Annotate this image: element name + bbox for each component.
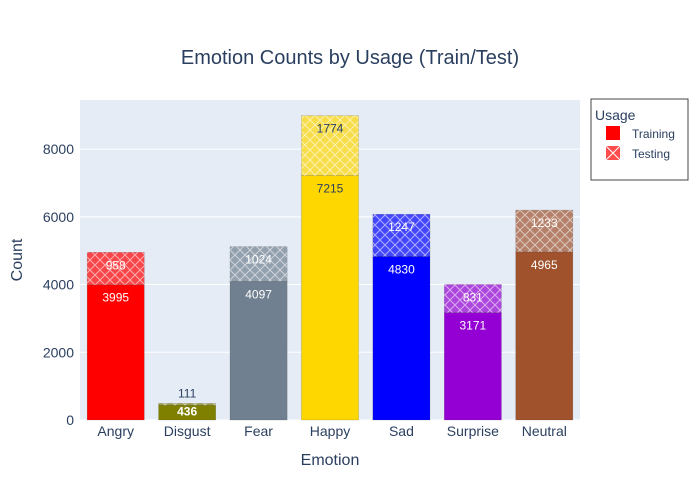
bar-testing-hatch — [158, 403, 216, 406]
x-axis-title: Emotion — [301, 452, 360, 469]
x-tick-labels: Angry Disgust Fear Happy Sad Surprise Neutral — [97, 423, 566, 439]
y-axis-title: Count — [9, 238, 26, 281]
bar-label-training: 3171 — [460, 319, 487, 333]
bar-label-training: 3995 — [102, 291, 129, 305]
bar-training — [86, 284, 145, 421]
y-tick-label: 6000 — [43, 209, 74, 225]
bar-training — [229, 281, 288, 421]
chart-title: Emotion Counts by Usage (Train/Test) — [181, 47, 519, 69]
bar-label-training: 436 — [177, 405, 197, 419]
bar-label-testing: 958 — [106, 258, 126, 272]
legend-swatch-testing-hatch — [605, 145, 621, 161]
bar-label-training: 7215 — [317, 182, 344, 196]
y-tick-label: 8000 — [43, 141, 74, 157]
bar-testing-hatch — [372, 214, 430, 257]
bar-testing-hatch — [444, 284, 502, 313]
x-tick-label: Surprise — [447, 423, 499, 439]
bar-training — [158, 404, 216, 421]
bar-testing-hatch — [515, 210, 573, 252]
y-tick-label: 0 — [66, 412, 74, 428]
x-tick-label: Angry — [97, 423, 134, 439]
bar-testing-hatch — [87, 252, 145, 285]
bar-label-training: 4965 — [531, 258, 558, 272]
y-tick-label: 4000 — [43, 277, 74, 293]
x-tick-label: Sad — [389, 423, 414, 439]
x-tick-label: Fear — [244, 423, 273, 439]
bar-label-testing: 1024 — [245, 253, 272, 267]
y-tick-label: 2000 — [43, 344, 74, 360]
legend-label-training: Training — [632, 127, 675, 141]
bar-label-training: 4830 — [388, 262, 415, 276]
bar-training — [515, 251, 574, 421]
bar-label-testing: 831 — [463, 290, 483, 304]
bar-label-testing: 1247 — [388, 220, 415, 234]
legend-title: Usage — [595, 107, 636, 123]
bar-label-outside: 111 — [178, 386, 197, 400]
bar-training — [372, 256, 431, 421]
legend-label-testing: Testing — [632, 147, 670, 161]
x-tick-label: Disgust — [164, 423, 211, 439]
bar-testing-hatch — [230, 246, 288, 282]
bar-label-training: 4097 — [245, 287, 272, 301]
x-tick-label: Neutral — [522, 423, 567, 439]
bars: 3995 958 436 4097 1024 7215 1774 4830 1247 3171 83… — [86, 115, 574, 421]
legend-swatch-training — [606, 126, 620, 140]
x-tick-label: Happy — [310, 423, 350, 439]
bar-label-testing: 1774 — [317, 122, 344, 136]
bar-training — [444, 312, 502, 421]
bar-training — [301, 175, 359, 421]
legend: Usage Training Testing — [590, 98, 689, 181]
y-tick-labels: 0 2000 4000 6000 8000 — [43, 141, 74, 428]
bar-testing-hatch — [301, 115, 359, 176]
bar-label-testing: 1233 — [531, 216, 558, 230]
